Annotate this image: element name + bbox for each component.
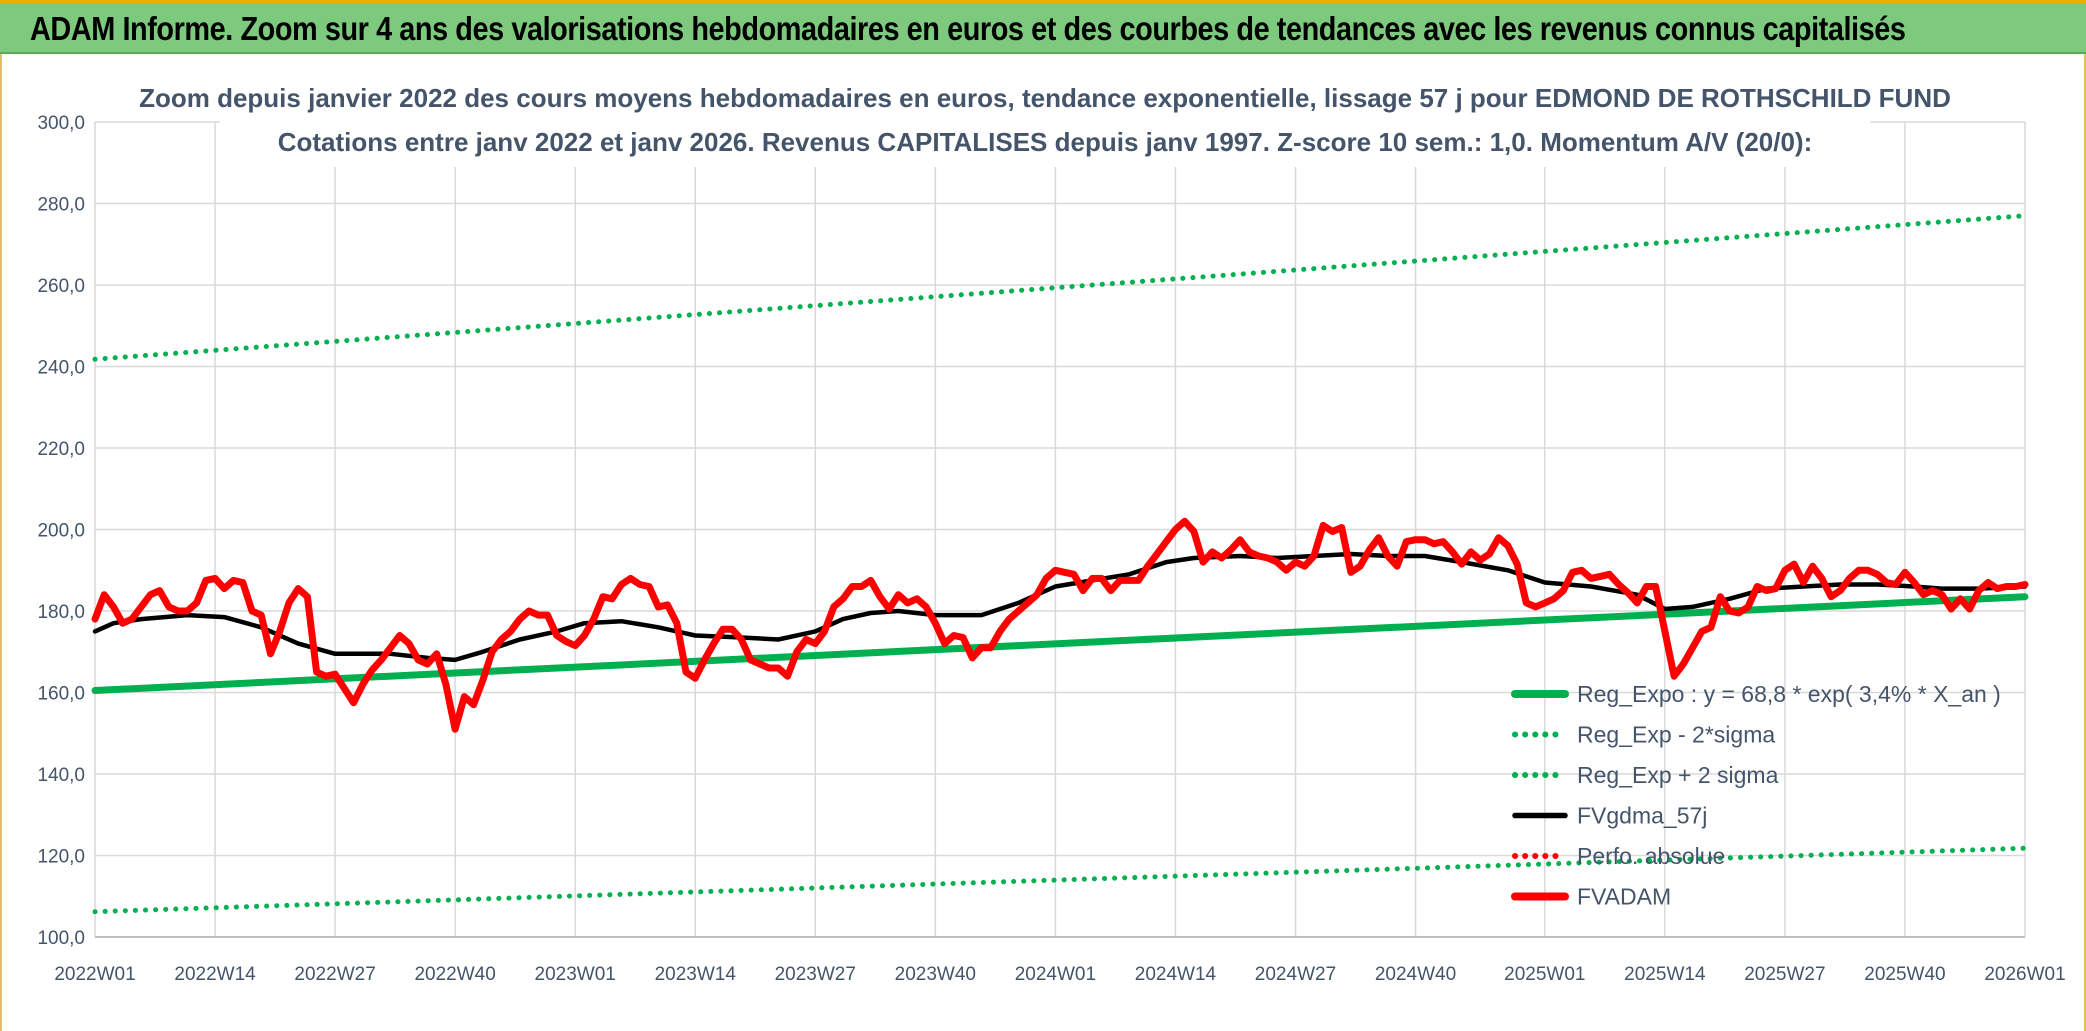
- x-tick-label: 2022W14: [174, 964, 256, 985]
- legend-label: Reg_Expo : y = 68,8 * exp( 3,4% * X_an ): [1577, 681, 2001, 707]
- y-tick-label: 140,0: [37, 765, 85, 786]
- grid: [94, 121, 2026, 938]
- legend-label: FVgdma_57j: [1577, 803, 1707, 829]
- x-tick-label: 2022W40: [414, 964, 495, 985]
- y-tick-label: 260,0: [37, 276, 85, 297]
- y-tick-label: 220,0: [37, 439, 85, 460]
- banner-title: ADAM Informe. Zoom sur 4 ans des valoris…: [30, 10, 1906, 47]
- x-tick-label: 2024W27: [1255, 964, 1336, 985]
- chart-subtitle-line2: Cotations entre janv 2022 et janv 2026. …: [278, 127, 1813, 157]
- x-tick-label: 2024W14: [1135, 964, 1217, 985]
- y-tick-label: 240,0: [37, 358, 85, 379]
- y-tick-label: 280,0: [37, 195, 85, 216]
- y-tick-label: 200,0: [37, 521, 85, 542]
- plot-area: [91, 213, 2029, 915]
- chart-subtitle-line1: Zoom depuis janvier 2022 des cours moyen…: [139, 83, 1951, 113]
- series-line-0: [91, 593, 2029, 694]
- x-tick-label: 2023W14: [655, 964, 737, 985]
- x-tick-label: 2025W01: [1504, 964, 1585, 985]
- x-tick-label: 2023W27: [775, 964, 856, 985]
- x-tick-label: 2024W01: [1015, 964, 1096, 985]
- y-tick-label: 180,0: [37, 602, 85, 623]
- legend-label: FVADAM: [1577, 884, 1671, 910]
- subtitle-background: [220, 87, 1870, 167]
- x-tick-label: 2023W40: [895, 964, 976, 985]
- y-tick-label: 100,0: [37, 928, 85, 949]
- y-tick-label: 160,0: [37, 684, 85, 705]
- legend: Reg_Expo : y = 68,8 * exp( 3,4% * X_an )…: [1511, 681, 2001, 910]
- x-axis: 2022W01 2022W14 2022W27 2022W40 2023W01 2023W…: [54, 936, 2066, 985]
- x-tick-label: 2024W40: [1375, 964, 1456, 985]
- legend-label: Reg_Exp + 2 sigma: [1577, 762, 1779, 788]
- x-tick-label: 2026W01: [1984, 964, 2065, 985]
- x-tick-label: 2022W01: [54, 964, 135, 985]
- x-tick-label: 2025W40: [1864, 964, 1945, 985]
- y-axis: 300,0 280,0 260,0 240,0 220,0 200,0 180,0 160,0…: [37, 113, 85, 949]
- series-line-1: [92, 845, 2028, 915]
- title-banner: ADAM Informe. Zoom sur 4 ans des valoris…: [0, 0, 2086, 54]
- series-line-2: [92, 213, 2028, 362]
- legend-label: Reg_Exp - 2*sigma: [1577, 722, 1775, 748]
- x-tick-label: 2022W27: [294, 964, 375, 985]
- x-tick-label: 2023W01: [535, 964, 616, 985]
- legend-label: Perfo. absolue: [1577, 843, 1725, 869]
- x-tick-label: 2025W27: [1744, 964, 1825, 985]
- y-tick-label: 120,0: [37, 847, 85, 868]
- series-line-5: [91, 517, 2029, 733]
- x-tick-label: 2025W14: [1624, 964, 1706, 985]
- y-tick-label: 300,0: [37, 113, 85, 134]
- chart-frame: [0, 54, 2086, 1031]
